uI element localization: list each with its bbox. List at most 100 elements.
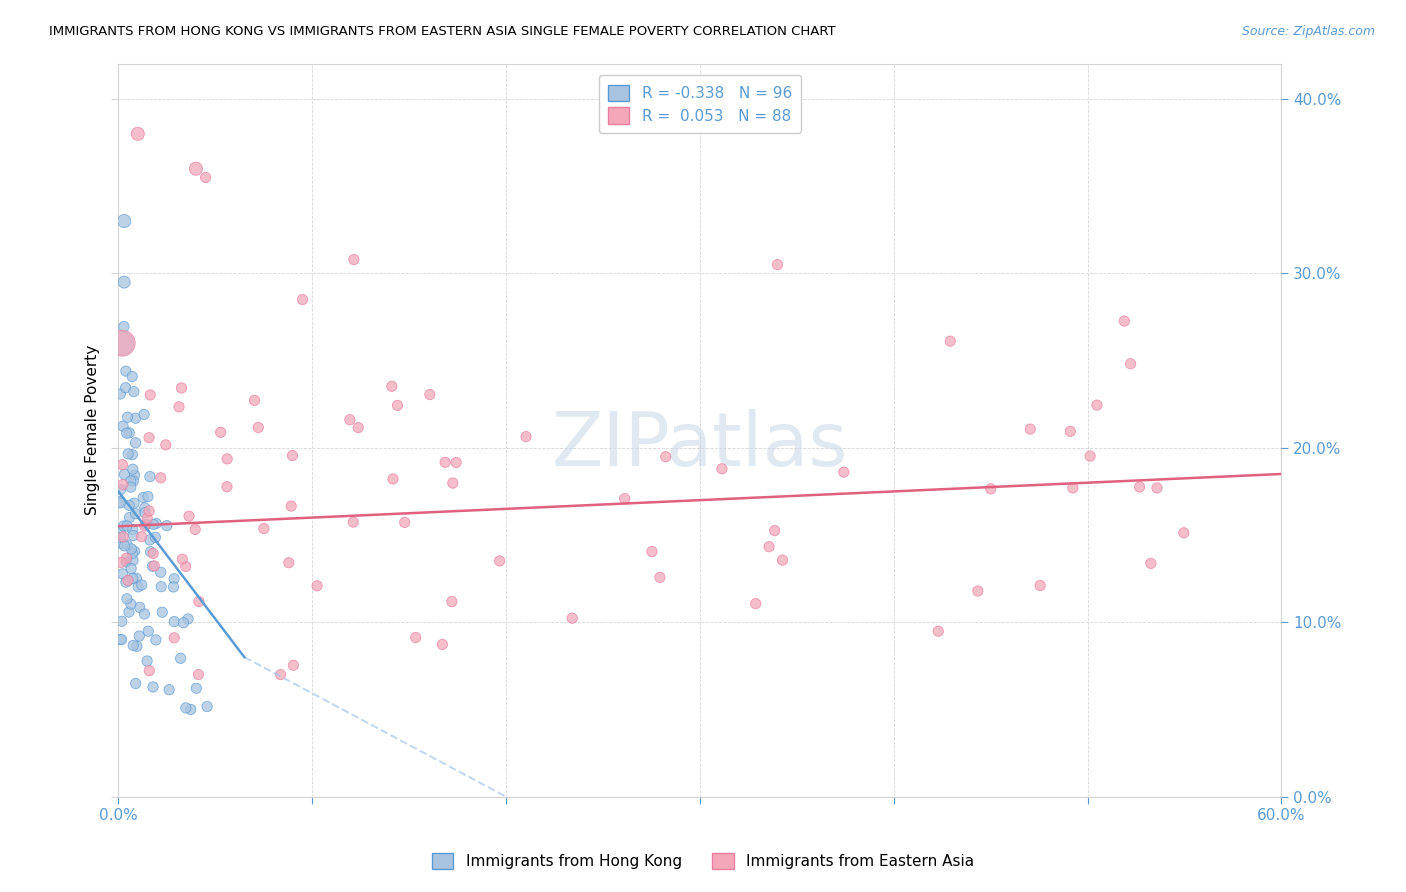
Point [136,511,159,525]
Legend: R = -0.338   N = 96, R =  0.053   N = 88: R = -0.338 N = 96, R = 0.053 N = 88 [599,75,801,133]
Point [115,555,138,569]
Legend: Immigrants from Hong Kong, Immigrants from Eastern Asia: Immigrants from Hong Kong, Immigrants fr… [426,847,980,875]
Point [122,528,145,542]
Point [136,624,159,639]
Point [980,482,1002,496]
Point [117,447,139,461]
Point [110,556,132,570]
Point [124,507,146,521]
Point [187,594,209,608]
Point [145,632,167,647]
Point [163,572,186,586]
Point [120,561,142,575]
Point [121,571,143,585]
Point [136,490,159,504]
Text: IMMIGRANTS FROM HONG KONG VS IMMIGRANTS FROM EASTERN ASIA SINGLE FEMALE POVERTY : IMMIGRANTS FROM HONG KONG VS IMMIGRANTS … [49,25,835,38]
Point [177,612,200,626]
Point [280,499,302,513]
Point [122,496,145,510]
Point [381,472,404,486]
Point [142,517,165,532]
Point [117,574,139,588]
Point [1085,398,1108,412]
Point [111,336,134,351]
Point [115,591,138,606]
Point [131,578,153,592]
Point [927,624,949,639]
Point [156,518,179,533]
Point [110,525,132,540]
Point [111,477,134,491]
Point [121,462,143,476]
Point [134,607,156,621]
Point [1119,357,1142,371]
Point [118,425,141,440]
Point [440,594,463,608]
Point [118,499,141,513]
Point [253,522,276,536]
Point [115,538,138,552]
Point [1129,480,1152,494]
Point [134,500,156,515]
Point [648,570,671,584]
Y-axis label: Single Female Poverty: Single Female Poverty [86,345,100,516]
Point [139,469,162,483]
Point [128,629,150,643]
Point [139,545,162,559]
Point [120,474,142,488]
Point [110,387,132,401]
Point [387,398,409,412]
Point [112,530,135,544]
Point [381,379,404,393]
Point [128,600,150,615]
Point [136,654,159,668]
Point [122,553,145,567]
Point [115,364,138,378]
Point [766,258,789,272]
Point [125,640,148,654]
Point [186,681,208,696]
Point [110,494,132,508]
Point [194,170,217,185]
Point [132,491,155,505]
Point [342,515,364,529]
Point [141,559,163,574]
Point [163,631,186,645]
Point [441,476,464,491]
Point [114,539,136,553]
Point [162,580,184,594]
Point [967,584,990,599]
Point [115,519,138,533]
Point [1029,578,1052,592]
Point [121,369,143,384]
Point [110,483,132,497]
Point [124,411,146,425]
Point [394,516,416,530]
Point [135,517,157,532]
Point [758,540,780,554]
Point [111,336,134,351]
Point [281,449,304,463]
Point [174,559,197,574]
Point [710,462,733,476]
Point [122,639,145,653]
Point [122,384,145,399]
Point [121,448,143,462]
Point [111,566,134,581]
Point [115,426,138,441]
Point [111,615,134,629]
Point [187,667,209,681]
Point [120,541,142,556]
Point [184,161,207,176]
Point [110,632,132,647]
Point [112,319,135,334]
Point [270,667,292,681]
Point [561,611,583,625]
Point [184,522,207,536]
Point [170,381,193,395]
Point [1062,481,1084,495]
Point [1019,422,1042,436]
Point [145,530,167,544]
Point [115,575,138,590]
Point [432,637,454,651]
